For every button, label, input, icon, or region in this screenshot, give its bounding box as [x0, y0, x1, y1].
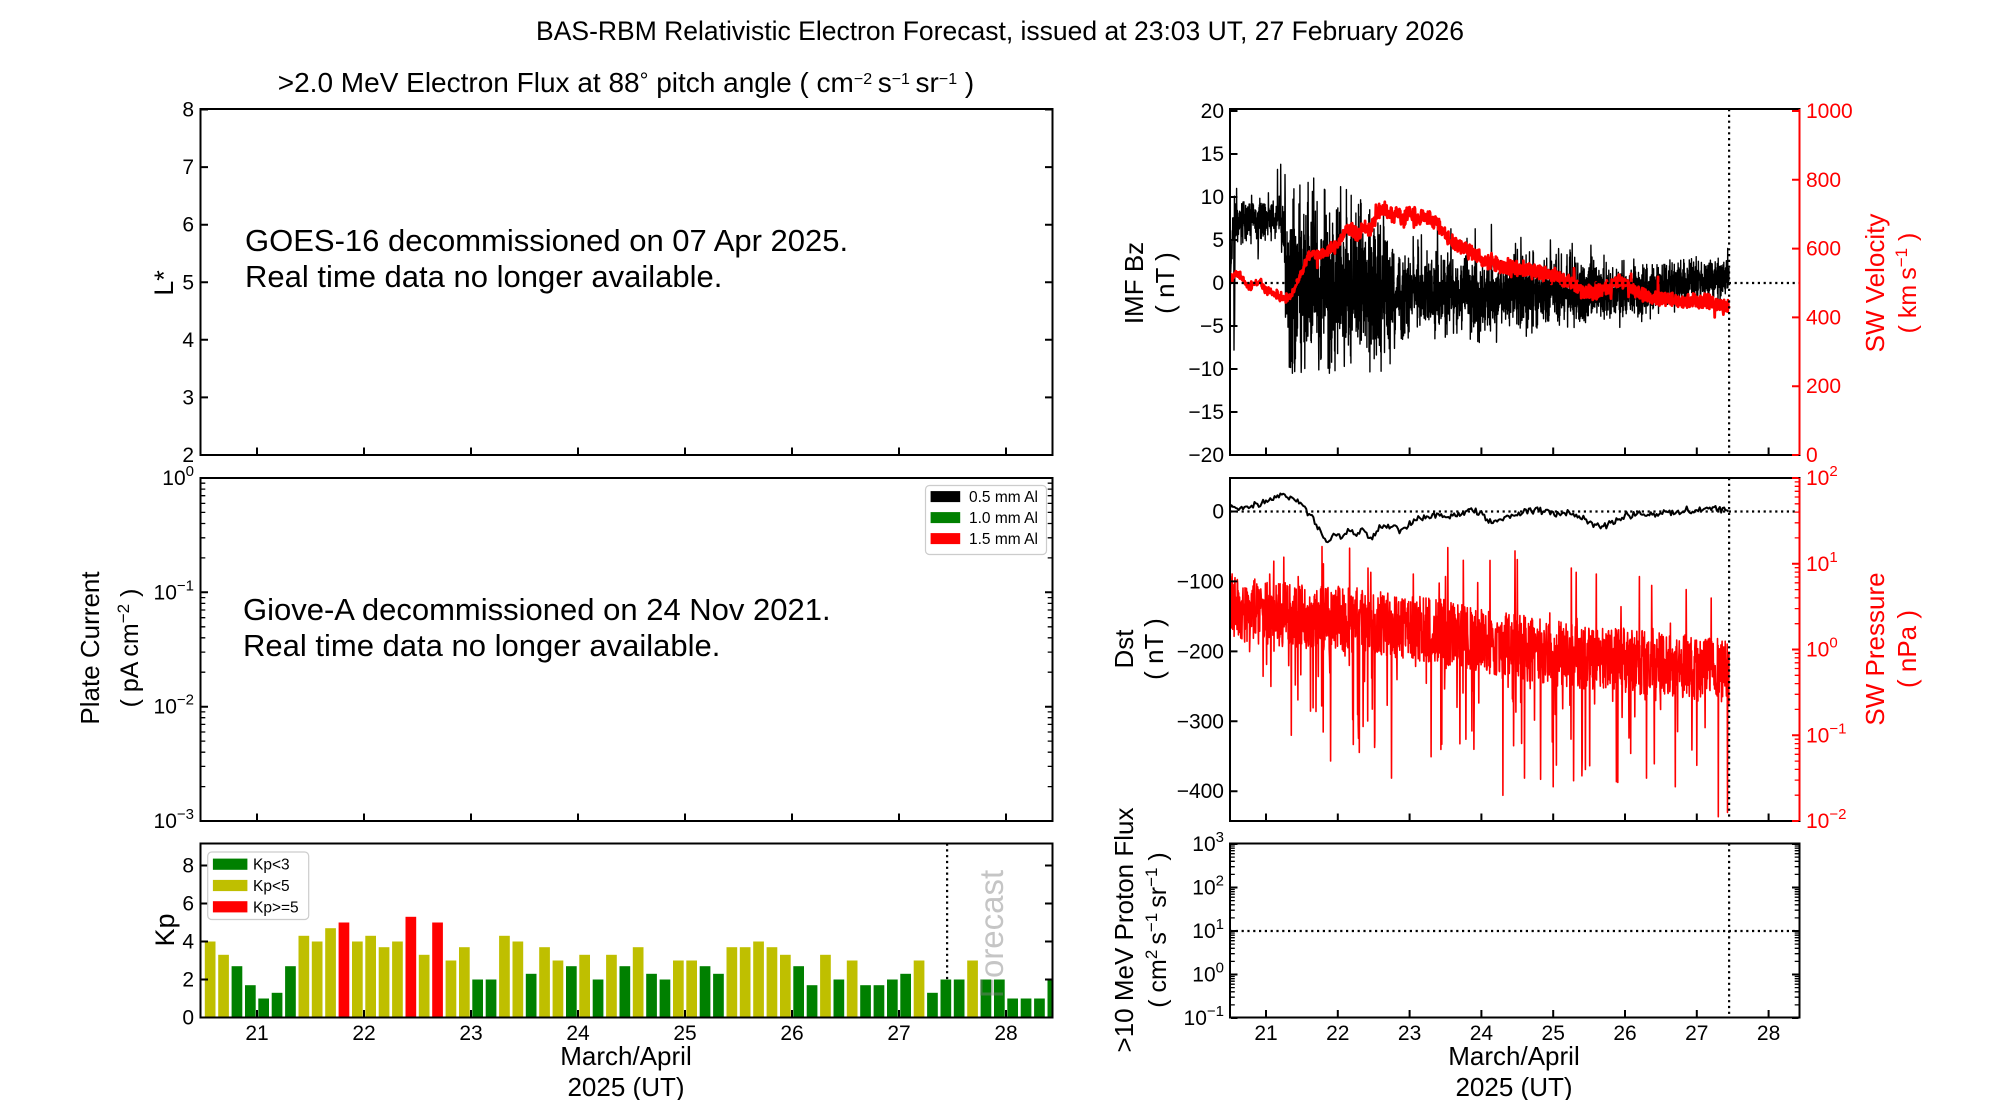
svg-text:−20: −20: [1188, 444, 1224, 467]
svg-text:SW Pressure: SW Pressure: [1860, 572, 1890, 725]
svg-text:20: 20: [1201, 100, 1224, 123]
svg-text:( km s−1 ): ( km s−1 ): [1892, 233, 1922, 334]
svg-text:−100: −100: [1177, 570, 1224, 593]
svg-text:Real time data no longer avail: Real time data no longer available.: [243, 628, 720, 663]
svg-text:3: 3: [182, 386, 194, 409]
svg-text:2025 (UT): 2025 (UT): [567, 1072, 684, 1100]
svg-text:8: 8: [182, 99, 194, 122]
svg-text:28: 28: [994, 1022, 1017, 1045]
svg-text:2: 2: [182, 444, 194, 467]
svg-text:( nPa ): ( nPa ): [1892, 610, 1922, 688]
svg-text:25: 25: [1542, 1022, 1565, 1045]
svg-text:100: 100: [162, 463, 194, 490]
svg-text:2025 (UT): 2025 (UT): [1455, 1072, 1572, 1100]
svg-text:23: 23: [459, 1022, 482, 1045]
svg-text:103: 103: [1192, 829, 1224, 856]
svg-text:Forecast: Forecast: [973, 870, 1010, 998]
svg-text:24: 24: [1470, 1022, 1494, 1045]
svg-text:Kp<3: Kp<3: [253, 857, 290, 874]
svg-text:25: 25: [673, 1022, 696, 1045]
svg-text:21: 21: [245, 1022, 268, 1045]
svg-text:1.0 mm Al: 1.0 mm Al: [969, 510, 1038, 527]
svg-text:26: 26: [1613, 1022, 1636, 1045]
svg-text:SW Velocity: SW Velocity: [1860, 214, 1890, 353]
svg-text:6: 6: [182, 893, 194, 916]
svg-text:Kp<5: Kp<5: [253, 878, 290, 895]
svg-text:6: 6: [182, 214, 194, 237]
svg-text:5: 5: [1212, 229, 1224, 252]
svg-text:4: 4: [182, 931, 194, 954]
svg-text:21: 21: [1254, 1022, 1277, 1045]
svg-text:−300: −300: [1177, 710, 1224, 733]
svg-text:400: 400: [1806, 306, 1841, 329]
svg-text:26: 26: [780, 1022, 803, 1045]
svg-text:28: 28: [1757, 1022, 1780, 1045]
svg-text:−5: −5: [1200, 315, 1224, 338]
svg-text:22: 22: [352, 1022, 375, 1045]
svg-text:8: 8: [182, 855, 194, 878]
svg-text:−10: −10: [1188, 358, 1224, 381]
svg-text:24: 24: [566, 1022, 590, 1045]
svg-text:BAS-RBM Relativistic Electron: BAS-RBM Relativistic Electron Forecast, …: [536, 16, 1464, 46]
svg-text:10−1: 10−1: [1806, 720, 1846, 747]
svg-text:1000: 1000: [1806, 100, 1853, 123]
svg-text:−200: −200: [1177, 640, 1224, 663]
svg-text:600: 600: [1806, 238, 1841, 261]
svg-text:0: 0: [182, 1007, 194, 1030]
svg-text:0.5 mm Al: 0.5 mm Al: [969, 489, 1038, 506]
svg-text:0: 0: [1212, 501, 1224, 524]
svg-text:10: 10: [1201, 186, 1224, 209]
svg-text:0: 0: [1806, 444, 1818, 467]
svg-text:Plate Current: Plate Current: [75, 571, 105, 725]
svg-text:200: 200: [1806, 375, 1841, 398]
svg-text:GOES-16 decommissioned on 07 A: GOES-16 decommissioned on 07 Apr 2025.: [245, 223, 848, 258]
svg-text:( nT ): ( nT ): [1139, 618, 1169, 680]
svg-text:27: 27: [1685, 1022, 1708, 1045]
svg-text:March/April: March/April: [1448, 1041, 1579, 1071]
svg-text:L*: L*: [149, 270, 179, 296]
svg-text:2: 2: [182, 969, 194, 992]
svg-text:15: 15: [1201, 143, 1224, 166]
svg-text:5: 5: [182, 271, 194, 294]
svg-text:−15: −15: [1188, 401, 1224, 424]
svg-text:Kp>=5: Kp>=5: [253, 899, 299, 916]
svg-text:27: 27: [887, 1022, 910, 1045]
svg-text:800: 800: [1806, 169, 1841, 192]
svg-text:0: 0: [1212, 272, 1224, 295]
svg-text:>10 MeV Proton Flux: >10 MeV Proton Flux: [1109, 808, 1139, 1053]
svg-text:( nT ): ( nT ): [1150, 252, 1180, 314]
svg-text:10−1: 10−1: [154, 577, 194, 604]
svg-text:Giove-A decommissioned on 24 N: Giove-A decommissioned on 24 Nov 2021.: [243, 592, 831, 627]
svg-text:Real time data no longer avail: Real time data no longer available.: [245, 259, 722, 294]
svg-text:−400: −400: [1177, 780, 1224, 803]
svg-text:23: 23: [1398, 1022, 1421, 1045]
svg-text:4: 4: [182, 329, 194, 352]
svg-text:7: 7: [182, 156, 194, 179]
svg-text:Kp: Kp: [150, 913, 180, 946]
svg-text:1.5 mm Al: 1.5 mm Al: [969, 531, 1038, 548]
svg-text:March/April: March/April: [560, 1041, 691, 1071]
svg-text:IMF Bz: IMF Bz: [1119, 242, 1149, 324]
svg-text:Dst: Dst: [1109, 629, 1139, 669]
svg-text:22: 22: [1326, 1022, 1349, 1045]
